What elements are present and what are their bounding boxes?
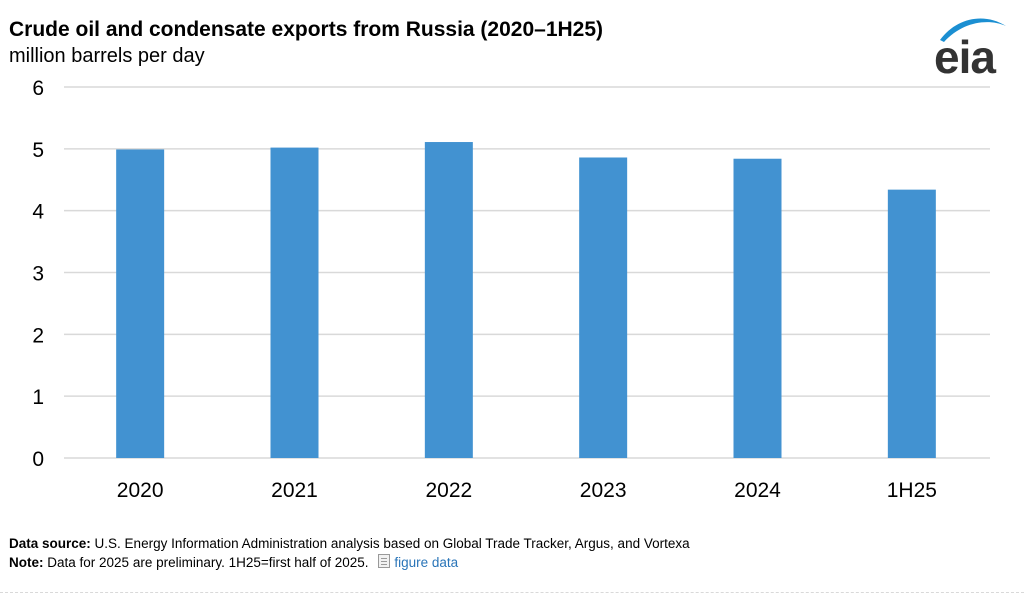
y-tick-label: 1 (32, 386, 44, 409)
data-source-label: Data source: (9, 536, 91, 551)
x-tick-label: 2023 (580, 479, 627, 502)
bottom-divider (0, 592, 1024, 593)
chart-title: Crude oil and condensate exports from Ru… (9, 18, 604, 41)
x-tick-label: 2022 (425, 479, 472, 502)
note-label: Note: (9, 555, 44, 570)
y-tick-label: 6 (32, 77, 44, 100)
note-text: Data for 2025 are preliminary. 1H25=firs… (47, 555, 369, 570)
bar (733, 158, 782, 458)
y-tick-label: 2 (32, 324, 44, 347)
document-icon (378, 554, 391, 568)
x-tick-label: 1H25 (887, 479, 937, 502)
figure-data-link[interactable]: figure data (378, 554, 459, 570)
data-source-line: Data source: U.S. Energy Information Adm… (9, 536, 690, 551)
y-tick-label: 5 (32, 139, 44, 162)
chart-subtitle: million barrels per day (9, 45, 205, 67)
y-tick-label: 4 (32, 201, 44, 224)
y-tick-label: 0 (32, 448, 44, 471)
bar-chart: 0 1 2 3 4 5 6 2020 2021 2022 2023 2024 1H25 (32, 77, 990, 502)
bar (424, 142, 473, 458)
note-line: Note: Data for 2025 are preliminary. 1H2… (9, 554, 458, 570)
bar (116, 149, 165, 458)
y-tick-label: 3 (32, 263, 44, 286)
bar (579, 157, 628, 459)
figure-data-label: figure data (394, 555, 459, 570)
x-tick-label: 2020 (117, 479, 164, 502)
bar (887, 189, 936, 459)
eia-logo-text: eia (934, 31, 996, 83)
x-tick-label: 2021 (271, 479, 318, 502)
eia-swoosh-logo-icon (940, 18, 1006, 42)
x-tick-label: 2024 (734, 479, 781, 502)
bar (270, 147, 319, 458)
eia-logo[interactable]: eia (928, 14, 1012, 80)
data-source-text: U.S. Energy Information Administration a… (94, 536, 690, 551)
